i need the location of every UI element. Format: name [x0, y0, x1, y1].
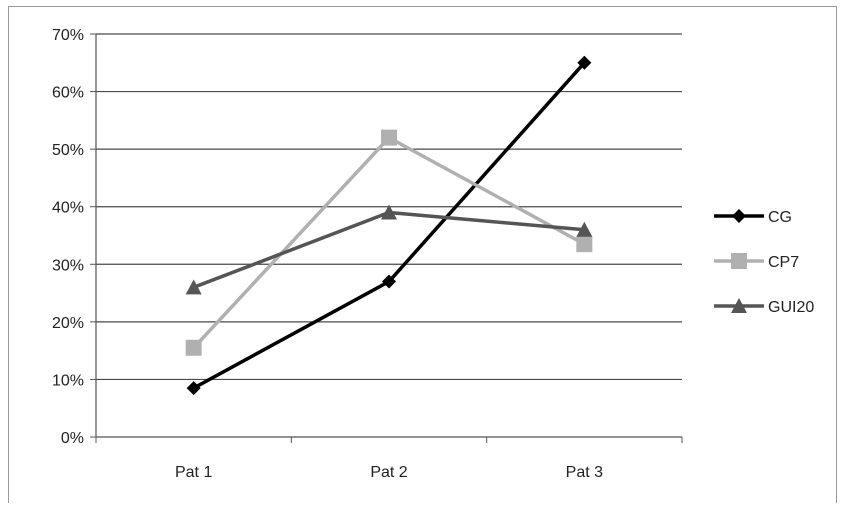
x-tick-label: Pat 1 — [175, 464, 212, 481]
y-tick-label: 40% — [52, 200, 84, 217]
data-point-cg — [382, 274, 396, 289]
y-tick-label: 60% — [52, 85, 84, 102]
legend-marker-cp7 — [731, 253, 747, 269]
data-point-cp7 — [381, 129, 397, 146]
legend-marker-gui20 — [731, 298, 747, 313]
series-line-cp7 — [192, 135, 586, 349]
legend-marker-cg — [732, 209, 746, 223]
data-point-gui20 — [576, 221, 593, 237]
data-point-cg — [186, 381, 201, 396]
x-tick-label: Pat 3 — [566, 464, 603, 481]
y-tick-label: 70% — [52, 27, 84, 44]
data-point-cp7 — [576, 236, 593, 253]
data-point-gui20 — [381, 204, 397, 220]
axes: 0% 10% 20% 30% 40% 50% 60% 70% Pat 1 Pat 2 Pat 3 — [52, 27, 683, 481]
y-tick-label: 10% — [52, 372, 84, 389]
legend-label-cp7: CP7 — [768, 254, 799, 271]
y-tick-label: 20% — [52, 315, 84, 332]
chart-frame — [8, 6, 837, 503]
data-point-cg — [577, 55, 592, 70]
y-tick-label: 0% — [61, 430, 84, 447]
legend-label-gui20: GUI20 — [768, 299, 814, 316]
series-lines — [185, 55, 593, 396]
gridlines — [96, 33, 682, 381]
x-tick-label: Pat 2 — [370, 464, 407, 481]
y-tick-label: 50% — [52, 142, 84, 159]
y-tick-label: 30% — [52, 257, 84, 274]
data-point-gui20 — [185, 279, 202, 295]
legend-label-cg: CG — [768, 209, 792, 226]
legend: CG CP7 GUI20 — [714, 209, 814, 316]
data-point-cp7 — [185, 339, 202, 356]
